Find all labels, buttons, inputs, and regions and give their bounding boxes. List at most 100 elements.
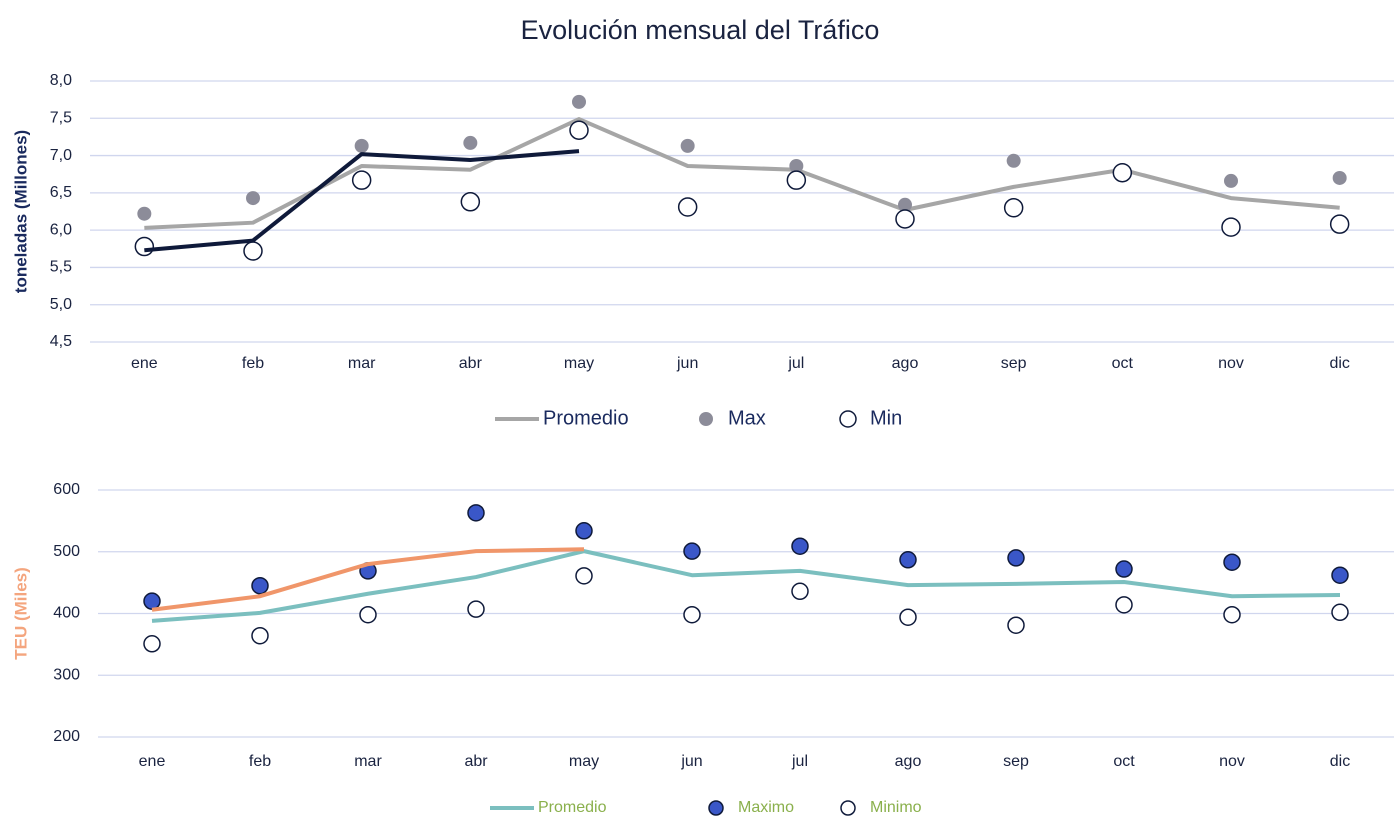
x-tick-label: mar bbox=[354, 753, 382, 770]
series-marker bbox=[683, 605, 701, 624]
series-marker bbox=[575, 567, 593, 585]
legend-label: Min bbox=[870, 407, 902, 429]
y-tick-label: 300 bbox=[53, 666, 80, 683]
series-marker bbox=[1224, 173, 1238, 188]
legend-label: Promedio bbox=[543, 407, 629, 429]
series-line bbox=[151, 547, 585, 612]
legend-swatch bbox=[840, 800, 856, 816]
y-tick-label: 7,0 bbox=[50, 147, 72, 164]
x-tick-label: may bbox=[564, 355, 594, 372]
y-tick-label: 6,5 bbox=[50, 184, 72, 201]
series-marker bbox=[467, 504, 485, 522]
x-tick-label: jul bbox=[791, 753, 808, 770]
y-tick-label: 8,0 bbox=[50, 72, 72, 89]
y-tick-label: 400 bbox=[53, 605, 80, 622]
x-tick-label: ago bbox=[892, 355, 919, 372]
series-marker bbox=[1115, 560, 1133, 578]
series-marker bbox=[786, 170, 807, 190]
series-marker bbox=[680, 138, 695, 153]
y-tick-label: 600 bbox=[53, 481, 80, 498]
series-marker bbox=[1115, 596, 1133, 614]
x-tick-label: abr bbox=[464, 753, 488, 770]
series-marker bbox=[895, 209, 915, 229]
y-axis-label: toneladas (Millones) bbox=[11, 130, 30, 293]
y-tick-label: 7,5 bbox=[50, 110, 72, 127]
x-tick-label: jun bbox=[680, 753, 702, 770]
series-marker bbox=[251, 576, 269, 595]
series-marker bbox=[683, 542, 701, 560]
series-marker bbox=[251, 626, 269, 645]
x-tick-label: feb bbox=[242, 355, 264, 372]
series-marker bbox=[677, 197, 698, 217]
legend-swatch bbox=[708, 800, 724, 816]
series-marker bbox=[899, 551, 917, 569]
series-marker bbox=[246, 191, 260, 206]
y-tick-label: 4,5 bbox=[50, 333, 72, 350]
series-marker bbox=[1331, 603, 1349, 622]
x-tick-label: dic bbox=[1330, 753, 1350, 770]
series-marker bbox=[359, 605, 377, 624]
series-marker bbox=[143, 592, 161, 610]
x-tick-label: oct bbox=[1113, 753, 1135, 770]
x-tick-label: jun bbox=[676, 355, 698, 372]
series-marker bbox=[575, 522, 593, 540]
series-marker bbox=[1223, 605, 1241, 624]
series-marker bbox=[569, 120, 589, 140]
series-marker bbox=[1007, 616, 1025, 634]
x-tick-label: ene bbox=[131, 355, 158, 372]
series-marker bbox=[137, 206, 152, 221]
x-tick-label: sep bbox=[1001, 355, 1027, 372]
y-axis-label: TEU (Miles) bbox=[11, 567, 30, 660]
series-line bbox=[144, 149, 580, 253]
series-marker bbox=[351, 170, 372, 190]
y-tick-label: 6,0 bbox=[50, 221, 72, 238]
series-marker bbox=[1221, 217, 1241, 237]
series-marker bbox=[1003, 198, 1024, 218]
x-tick-label: nov bbox=[1218, 355, 1244, 372]
x-tick-label: ago bbox=[895, 753, 922, 770]
series-marker bbox=[1223, 553, 1241, 571]
series-line bbox=[144, 117, 1340, 230]
series-marker bbox=[899, 608, 917, 626]
series-marker bbox=[791, 537, 809, 555]
series-marker bbox=[572, 94, 586, 109]
series-marker bbox=[354, 138, 369, 153]
x-tick-label: oct bbox=[1112, 355, 1134, 372]
legend-label: Max bbox=[728, 407, 766, 429]
series-marker bbox=[134, 236, 155, 257]
x-tick-label: jul bbox=[787, 355, 804, 372]
series-marker bbox=[1112, 162, 1133, 183]
x-tick-label: mar bbox=[348, 355, 376, 372]
series-marker bbox=[143, 635, 161, 653]
y-tick-label: 5,5 bbox=[50, 259, 72, 276]
series-marker bbox=[1006, 153, 1021, 168]
series-marker bbox=[1332, 170, 1347, 185]
series-marker bbox=[467, 600, 485, 618]
y-tick-label: 500 bbox=[53, 543, 80, 560]
legend-label: Minimo bbox=[870, 799, 922, 816]
y-tick-label: 5,0 bbox=[50, 296, 72, 313]
series-marker bbox=[463, 135, 478, 150]
x-tick-label: may bbox=[569, 753, 599, 770]
y-tick-label: 200 bbox=[53, 728, 80, 745]
legend-label: Maximo bbox=[738, 799, 794, 816]
legend-swatch bbox=[839, 410, 857, 428]
chart-title: Evolución mensual del Tráfico bbox=[521, 15, 880, 45]
series-line bbox=[151, 549, 1341, 623]
x-tick-label: nov bbox=[1219, 753, 1245, 770]
x-tick-label: dic bbox=[1329, 355, 1349, 372]
legend-swatch bbox=[699, 412, 713, 426]
x-tick-label: feb bbox=[249, 753, 271, 770]
series-marker bbox=[791, 582, 809, 601]
x-tick-label: ene bbox=[139, 753, 166, 770]
series-marker bbox=[789, 159, 804, 174]
series-marker bbox=[1007, 549, 1025, 567]
series-marker bbox=[1329, 214, 1350, 234]
x-tick-label: sep bbox=[1003, 753, 1029, 770]
series-marker bbox=[243, 241, 263, 261]
x-tick-label: abr bbox=[459, 355, 483, 372]
legend-label: Promedio bbox=[538, 799, 607, 816]
series-marker bbox=[460, 192, 481, 212]
series-marker bbox=[1331, 566, 1349, 584]
